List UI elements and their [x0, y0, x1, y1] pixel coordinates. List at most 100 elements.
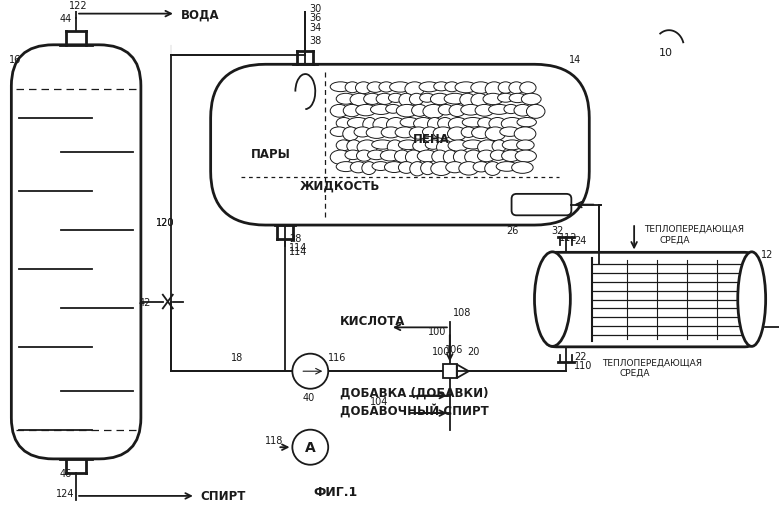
FancyBboxPatch shape	[512, 194, 572, 216]
Ellipse shape	[423, 128, 438, 137]
Ellipse shape	[475, 105, 494, 117]
Ellipse shape	[448, 118, 468, 131]
Ellipse shape	[521, 94, 541, 105]
Text: 10: 10	[659, 47, 673, 58]
Text: 12: 12	[760, 250, 773, 260]
Ellipse shape	[485, 82, 503, 97]
Ellipse shape	[420, 162, 434, 175]
Text: СРЕДА: СРЕДА	[619, 367, 650, 376]
Text: ВОДА: ВОДА	[181, 8, 219, 21]
Text: 122: 122	[69, 1, 88, 11]
Ellipse shape	[449, 105, 466, 117]
Text: 34: 34	[310, 23, 321, 33]
Text: КИСЛОТА: КИСЛОТА	[340, 315, 406, 328]
Text: 30: 30	[310, 4, 321, 14]
Text: 38: 38	[310, 36, 321, 46]
Text: 20: 20	[468, 346, 480, 356]
Text: 42: 42	[139, 298, 151, 308]
Ellipse shape	[434, 82, 449, 92]
Text: 44: 44	[59, 14, 72, 24]
Text: 114: 114	[289, 243, 308, 253]
Ellipse shape	[431, 94, 449, 105]
Text: 22: 22	[574, 351, 587, 361]
Ellipse shape	[489, 118, 506, 130]
Ellipse shape	[445, 82, 459, 93]
Ellipse shape	[330, 105, 349, 118]
Text: 26: 26	[506, 225, 519, 235]
Ellipse shape	[502, 118, 523, 131]
Ellipse shape	[471, 94, 488, 107]
Text: 116: 116	[328, 352, 346, 362]
Ellipse shape	[488, 105, 510, 115]
Ellipse shape	[448, 140, 469, 152]
Ellipse shape	[427, 118, 441, 131]
Ellipse shape	[738, 252, 766, 347]
Ellipse shape	[509, 82, 524, 95]
Ellipse shape	[389, 82, 411, 93]
Ellipse shape	[484, 162, 501, 176]
Circle shape	[292, 354, 328, 389]
Text: 106: 106	[445, 344, 463, 354]
Ellipse shape	[502, 140, 522, 151]
Ellipse shape	[410, 128, 427, 140]
Ellipse shape	[423, 105, 444, 119]
Ellipse shape	[433, 128, 453, 139]
Text: ПЕНА: ПЕНА	[413, 133, 449, 146]
Ellipse shape	[419, 82, 439, 93]
Text: 100: 100	[432, 346, 450, 356]
Text: 112: 112	[559, 232, 578, 242]
Text: 24: 24	[574, 235, 587, 245]
Ellipse shape	[363, 118, 377, 132]
Text: 40: 40	[303, 392, 314, 403]
Ellipse shape	[399, 140, 418, 150]
Ellipse shape	[362, 162, 376, 175]
Text: ФИГ.1: ФИГ.1	[313, 485, 357, 498]
Ellipse shape	[330, 128, 348, 137]
Ellipse shape	[516, 140, 534, 151]
Text: ПАРЫ: ПАРЫ	[250, 148, 290, 160]
Ellipse shape	[347, 118, 369, 129]
Ellipse shape	[463, 118, 484, 128]
Ellipse shape	[453, 151, 469, 164]
Ellipse shape	[517, 118, 537, 128]
Ellipse shape	[502, 151, 520, 162]
Ellipse shape	[512, 162, 534, 174]
FancyBboxPatch shape	[544, 253, 757, 347]
Ellipse shape	[379, 82, 394, 93]
Ellipse shape	[381, 128, 401, 138]
Ellipse shape	[357, 140, 378, 155]
Ellipse shape	[412, 105, 427, 117]
Ellipse shape	[336, 94, 356, 105]
Ellipse shape	[491, 151, 506, 161]
Text: ЖИДКОСТЬ: ЖИДКОСТЬ	[300, 179, 381, 192]
Ellipse shape	[534, 252, 570, 347]
Ellipse shape	[363, 94, 381, 105]
Text: 124: 124	[56, 488, 75, 498]
Ellipse shape	[477, 118, 493, 129]
FancyBboxPatch shape	[12, 46, 141, 459]
Text: 16: 16	[9, 55, 22, 65]
Text: 18: 18	[231, 352, 243, 362]
Ellipse shape	[492, 140, 506, 153]
Ellipse shape	[399, 94, 413, 107]
Ellipse shape	[336, 118, 352, 129]
Text: 36: 36	[310, 13, 321, 23]
Bar	[443, 364, 457, 378]
Text: СПИРТ: СПИРТ	[200, 490, 246, 502]
Ellipse shape	[330, 151, 351, 165]
Ellipse shape	[519, 82, 536, 95]
Ellipse shape	[526, 105, 545, 119]
Ellipse shape	[483, 94, 503, 105]
Ellipse shape	[500, 128, 519, 137]
Text: 104: 104	[370, 397, 388, 407]
Circle shape	[292, 430, 328, 465]
Ellipse shape	[395, 151, 410, 163]
Ellipse shape	[455, 82, 477, 94]
Text: ДОБАВКА (ДОБАВКИ): ДОБАВКА (ДОБАВКИ)	[340, 386, 489, 399]
Ellipse shape	[413, 140, 430, 152]
Ellipse shape	[405, 82, 424, 97]
Ellipse shape	[459, 162, 479, 176]
Ellipse shape	[330, 82, 351, 93]
Ellipse shape	[336, 162, 356, 172]
Ellipse shape	[381, 151, 400, 162]
